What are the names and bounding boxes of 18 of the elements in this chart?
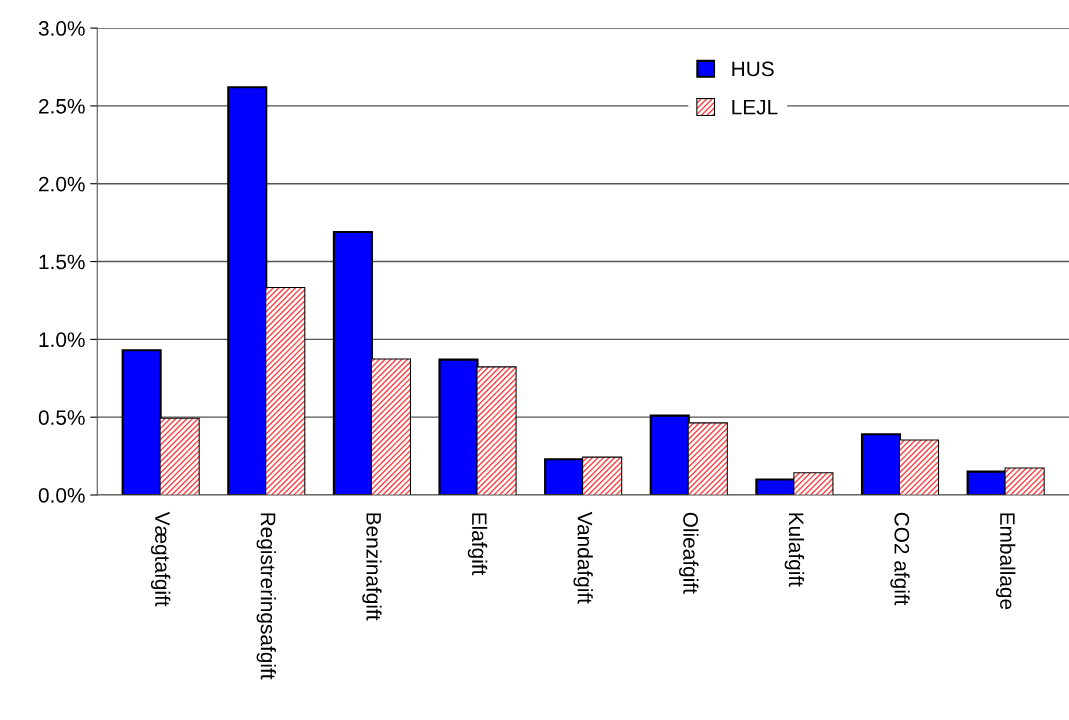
y-tick-label: 0.0% bbox=[38, 488, 85, 503]
y-tick-label: 2.5% bbox=[39, 98, 85, 114]
x-tick-label: Registreringsafgift bbox=[256, 513, 276, 680]
x-tick-label: Olieafgift bbox=[679, 512, 699, 594]
x-tick-label: Benzinafgift bbox=[362, 513, 382, 621]
x-tick-label: Vægtafgift bbox=[150, 511, 171, 607]
y-tick-label: 0.5% bbox=[38, 410, 85, 425]
y-tick-label: 3.0% bbox=[38, 21, 85, 36]
x-tick-label: Vandafgift bbox=[573, 511, 593, 604]
y-tick-label: 1.0% bbox=[39, 332, 85, 348]
x-tick-label: Elafgift bbox=[467, 513, 488, 576]
legend-label: LEJL bbox=[732, 99, 778, 115]
x-tick-label: Kulafgift bbox=[784, 513, 805, 587]
x-tick-label: CO2 afgift bbox=[890, 512, 910, 606]
x-tick-label: Emballage bbox=[995, 513, 1016, 610]
y-tick-label: 2.0% bbox=[39, 176, 85, 192]
legend-label: HUS bbox=[732, 61, 774, 77]
y-tick-label: 1.5% bbox=[39, 254, 85, 270]
